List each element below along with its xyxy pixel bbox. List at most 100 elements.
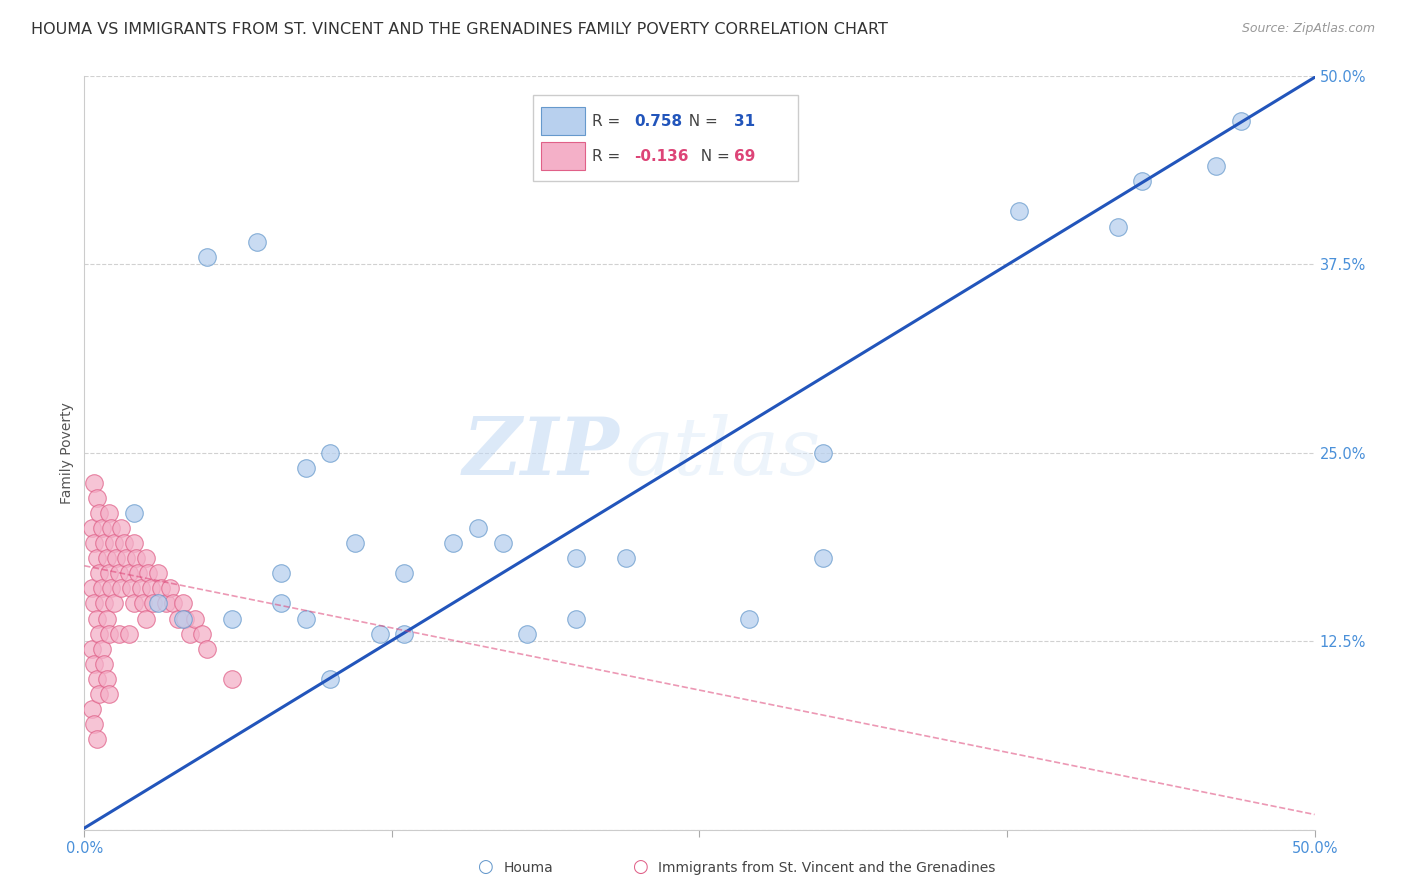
Point [1107,219,1129,234]
Point [118,566,141,581]
Point [142,596,165,610]
Point [120,582,142,596]
Point [93,657,115,671]
Point [103,596,125,610]
Point [246,235,269,249]
Point [135,611,157,625]
Point [87,626,111,640]
Point [368,626,391,640]
Point [166,611,188,625]
Text: N =: N = [679,114,723,129]
Point [87,506,111,520]
Point [100,521,122,535]
Point [128,566,150,581]
Text: ○: ○ [631,858,648,876]
Point [86,732,108,747]
Point [87,687,111,701]
Point [135,551,157,566]
Text: R =: R = [592,114,626,129]
Point [1205,159,1227,173]
Point [112,536,135,550]
Point [443,536,465,550]
Point [270,566,292,581]
Text: Source: ZipAtlas.com: Source: ZipAtlas.com [1241,22,1375,36]
Point [172,611,194,625]
Point [565,611,588,625]
FancyBboxPatch shape [541,142,585,170]
Point [492,536,515,550]
Text: atlas: atlas [626,414,821,491]
Point [100,582,122,596]
Point [394,566,416,581]
Point [115,551,138,566]
Point [811,551,834,566]
Point [184,611,207,625]
Point [80,521,103,535]
Point [139,582,162,596]
Point [86,611,108,625]
Point [270,596,292,610]
Text: -0.136: -0.136 [634,149,689,164]
Point [108,566,131,581]
Point [221,672,243,686]
Point [565,551,588,566]
Point [129,582,152,596]
Text: ZIP: ZIP [463,414,620,491]
Point [155,596,177,610]
Point [1008,204,1031,219]
Point [319,672,342,686]
Point [138,566,160,581]
Point [110,582,132,596]
Point [98,506,120,520]
Point [83,596,105,610]
Point [394,626,416,640]
Point [162,596,184,610]
Point [1130,174,1153,188]
Point [86,551,108,566]
Point [122,596,145,610]
Text: Immigrants from St. Vincent and the Grenadines: Immigrants from St. Vincent and the Gren… [658,862,995,875]
Point [148,596,170,610]
Point [197,250,219,264]
Point [110,521,132,535]
Point [149,582,172,596]
Text: HOUMA VS IMMIGRANTS FROM ST. VINCENT AND THE GRENADINES FAMILY POVERTY CORRELATI: HOUMA VS IMMIGRANTS FROM ST. VINCENT AND… [31,22,887,37]
Point [80,582,103,596]
Text: Houma: Houma [503,862,553,875]
FancyBboxPatch shape [533,95,799,181]
Point [172,596,194,610]
Point [295,460,318,475]
Point [118,626,141,640]
Y-axis label: Family Poverty: Family Poverty [60,401,75,504]
Point [467,521,489,535]
Point [122,506,145,520]
Point [105,551,128,566]
Text: ○: ○ [477,858,494,876]
Point [86,491,108,505]
Point [98,687,120,701]
Point [90,641,112,656]
Point [96,551,118,566]
Point [83,657,105,671]
FancyBboxPatch shape [541,107,585,136]
Point [179,626,201,640]
Point [614,551,637,566]
Point [96,611,118,625]
Point [93,536,115,550]
Text: 31: 31 [734,114,755,129]
Point [98,626,120,640]
Point [319,445,342,460]
Point [98,566,120,581]
Point [80,702,103,716]
Point [811,445,834,460]
Point [197,641,219,656]
Point [87,566,111,581]
Point [221,611,243,625]
Point [90,521,112,535]
Point [96,672,118,686]
Point [108,626,131,640]
Point [132,596,155,610]
Point [90,582,112,596]
Text: 0.758: 0.758 [634,114,682,129]
Point [174,611,197,625]
